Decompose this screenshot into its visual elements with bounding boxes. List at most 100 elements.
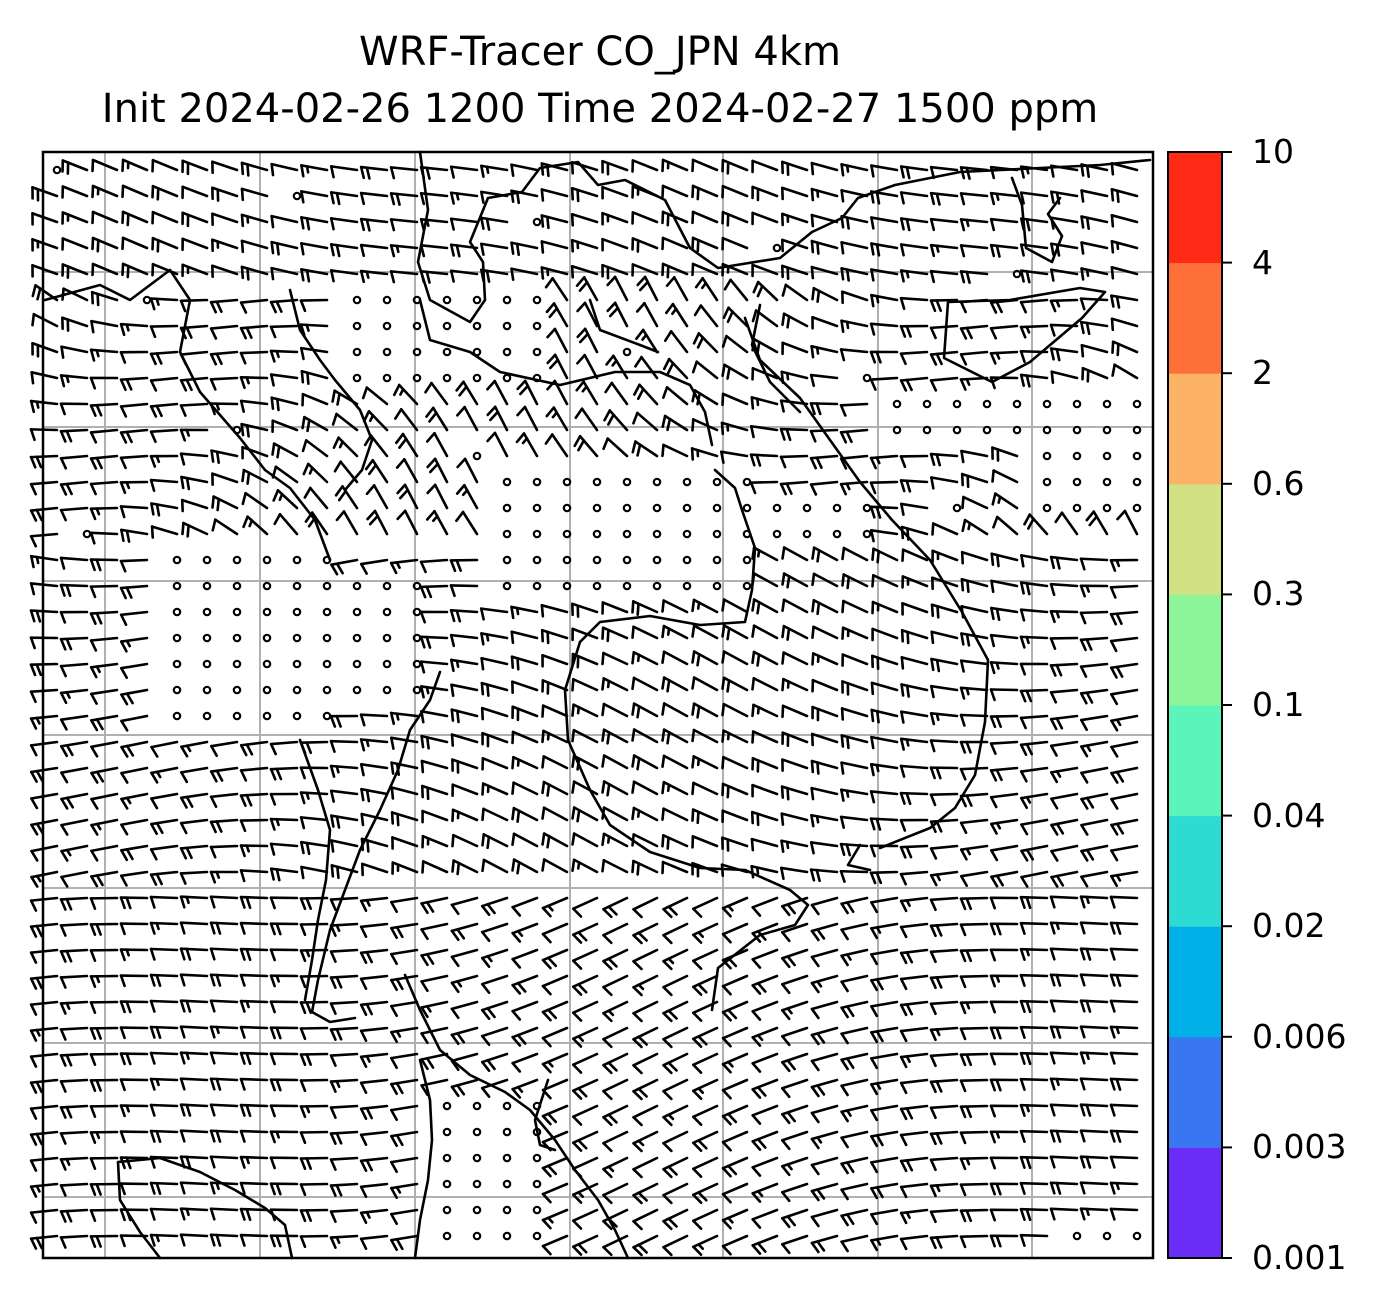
wind-barb [151,158,179,173]
wind-barb [840,163,869,177]
wind-barb [661,624,689,640]
wind-barb [870,735,899,750]
wind-barb [269,922,299,936]
wind-barb [149,844,179,861]
wind-barb [119,428,149,444]
wind-barb [1080,163,1109,178]
wind-barb [991,469,1019,484]
calm-wind-marker [322,555,332,565]
wind-barb [151,262,179,277]
wind-barb [691,236,719,253]
wind-barb [960,449,989,464]
wind-barb [271,419,299,433]
wind-barb [571,652,599,669]
wind-barb [959,1052,989,1067]
wind-barb [541,948,569,970]
wind-barb [270,266,299,281]
wind-barb [1109,1181,1139,1195]
wind-barb [692,1104,719,1126]
wind-barb [179,376,209,392]
wind-barb [209,1181,239,1195]
wind-barb [120,528,149,543]
wind-barb [1110,240,1139,254]
calm-wind-marker [1102,451,1112,461]
wind-barb [31,238,59,252]
wind-barb [1079,1051,1109,1065]
wind-barb [1049,714,1079,731]
wind-barb [1019,243,1049,257]
wind-barb [480,706,509,721]
wind-barb [419,243,449,258]
wind-barb [510,267,539,281]
wind-barb [751,1052,779,1073]
calm-wind-marker [502,347,512,357]
wind-barb [631,806,659,822]
wind-barb [149,1129,179,1143]
wind-barb [989,376,1019,390]
wind-barb [60,792,89,810]
wind-barb [602,1182,629,1205]
wind-barb [989,1130,1019,1144]
wind-barb [841,680,869,696]
wind-barb [390,1078,419,1096]
wind-barb [632,411,659,432]
wind-barb [1079,1103,1109,1117]
wind-barb [721,974,749,996]
wind-barb [870,1052,899,1070]
wind-barb [450,974,479,994]
calm-wind-marker [382,373,392,383]
wind-barb [602,896,629,919]
wind-barb [989,243,1019,258]
border-east-2 [750,303,802,414]
wind-barb [149,999,179,1013]
wind-barb [299,740,329,755]
wind-barb [692,896,719,918]
wind-barb [120,740,149,758]
calm-wind-marker [382,607,392,617]
wind-barb [810,265,839,280]
wind-barb [329,1078,359,1093]
wind-barb [780,160,809,176]
wind-barb [1109,999,1139,1013]
wind-barb [209,1207,239,1221]
wind-barb [839,869,869,883]
wind-barb [90,792,119,810]
wind-barb [810,1000,839,1020]
calm-wind-marker [712,503,722,513]
wind-barb [869,763,899,777]
wind-barb [1079,921,1109,935]
wind-barb [511,948,539,969]
wind-barb [209,921,239,935]
wind-barb [1109,558,1139,572]
wind-barb [841,546,869,562]
wind-barb [394,408,419,432]
wind-barb [751,211,779,226]
wind-barb [989,896,1019,910]
wind-barb [425,431,449,458]
wind-barb [632,1026,659,1049]
wind-barb [811,286,839,304]
wind-barb [1110,870,1139,888]
wind-barb [751,1026,779,1047]
wind-barb [572,896,599,918]
wind-barb [751,263,779,278]
wind-barb [576,327,599,354]
wind-barb [871,574,899,588]
wind-barb [572,1026,599,1048]
wind-barb [781,1078,809,1099]
wind-barb [721,334,749,354]
wind-barb [632,1208,659,1231]
wind-barb [90,740,119,758]
wind-barb [239,1103,269,1118]
colorbar-segment [1168,373,1222,485]
wind-barb [899,296,929,311]
wind-barb [662,386,689,406]
wind-barb [661,650,689,666]
calm-wind-marker [1072,451,1082,461]
wind-barb [1079,636,1109,652]
wind-barb [511,680,539,694]
wind-barb [1110,766,1139,784]
wind-barb [451,808,479,823]
calm-wind-marker [502,529,512,539]
colorbar-segment [1168,705,1222,817]
